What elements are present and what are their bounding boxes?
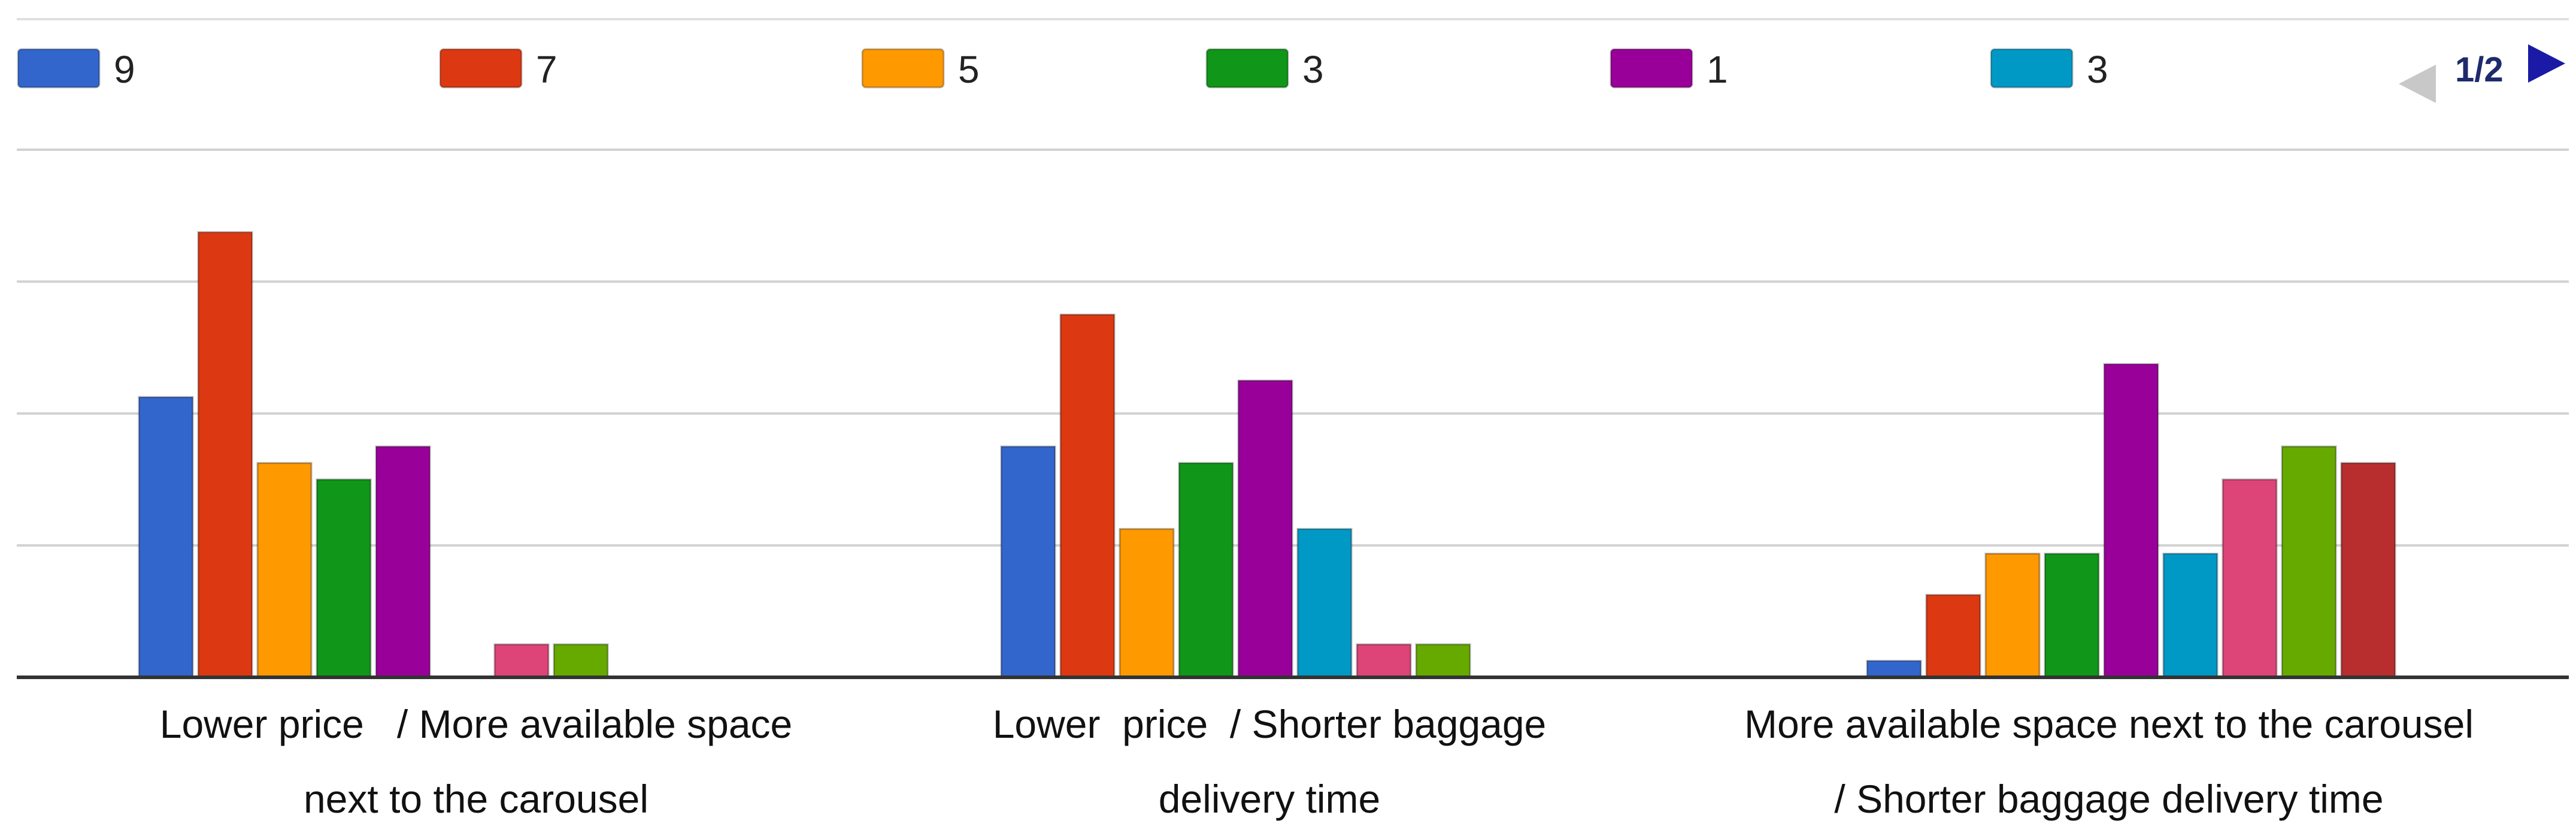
- bar[interactable]: [2222, 478, 2278, 679]
- bar[interactable]: [1415, 643, 1471, 679]
- legend-label: 3: [2087, 48, 2108, 91]
- bar[interactable]: [256, 462, 313, 679]
- bar[interactable]: [493, 643, 550, 679]
- triangle-left-icon[interactable]: [2399, 65, 2436, 103]
- category-labels: Lower price / More available space next t…: [160, 702, 2474, 821]
- page-indicator: 1/2: [2455, 50, 2504, 89]
- bar[interactable]: [2044, 553, 2100, 679]
- bar[interactable]: [138, 396, 194, 679]
- bar[interactable]: [1000, 446, 1056, 679]
- legend-label: 5: [958, 48, 980, 91]
- bars: [138, 231, 2396, 679]
- legend-item[interactable]: 3: [1205, 48, 1324, 91]
- legend-swatch: [1610, 48, 1693, 89]
- x-tick-label: More available space next to the carouse…: [1744, 702, 2474, 746]
- bar[interactable]: [316, 478, 372, 679]
- legend-item[interactable]: 3: [1990, 48, 2108, 91]
- legend-swatch: [17, 48, 101, 89]
- legend-label: 3: [1302, 48, 1324, 91]
- x-tick-label: delivery time: [1159, 777, 1380, 821]
- bar[interactable]: [1059, 313, 1116, 679]
- bar[interactable]: [2340, 462, 2396, 679]
- triangle-right-icon[interactable]: [2528, 44, 2565, 83]
- legend-label: 1: [1707, 48, 1728, 91]
- bar[interactable]: [197, 231, 253, 679]
- legend-swatch: [1990, 48, 2074, 89]
- bar[interactable]: [1984, 553, 2041, 679]
- legend-label: 7: [536, 48, 557, 91]
- bar[interactable]: [2103, 363, 2159, 679]
- bar[interactable]: [1925, 593, 1981, 679]
- legend-swatch: [861, 48, 945, 89]
- legend-item[interactable]: 7: [439, 48, 557, 91]
- bar[interactable]: [1237, 379, 1293, 679]
- bar[interactable]: [1296, 528, 1353, 679]
- x-tick-label: Lower price / More available space: [160, 702, 793, 746]
- x-tick-label: next to the carousel: [304, 777, 648, 821]
- legend-swatch: [1205, 48, 1289, 89]
- legend-item[interactable]: 1: [1610, 48, 1728, 91]
- x-tick-label: Lower price / Shorter baggage: [993, 702, 1547, 746]
- bar[interactable]: [553, 643, 609, 679]
- bar[interactable]: [2281, 446, 2337, 679]
- bar[interactable]: [375, 446, 431, 679]
- bar[interactable]: [1356, 643, 1412, 679]
- bar[interactable]: [1178, 462, 1234, 679]
- bar[interactable]: [2162, 553, 2219, 679]
- legend-pager: 1/2: [2399, 44, 2565, 103]
- legend-swatch: [439, 48, 523, 89]
- legend: 9 7 5 3 1 3 1/2: [17, 44, 2565, 103]
- x-tick-label: / Shorter baggage delivery time: [1834, 777, 2383, 821]
- legend-item[interactable]: 9: [17, 48, 135, 91]
- bar[interactable]: [1119, 528, 1175, 679]
- legend-label: 9: [114, 48, 135, 91]
- legend-item[interactable]: 5: [861, 48, 980, 91]
- bar[interactable]: [1866, 659, 1922, 679]
